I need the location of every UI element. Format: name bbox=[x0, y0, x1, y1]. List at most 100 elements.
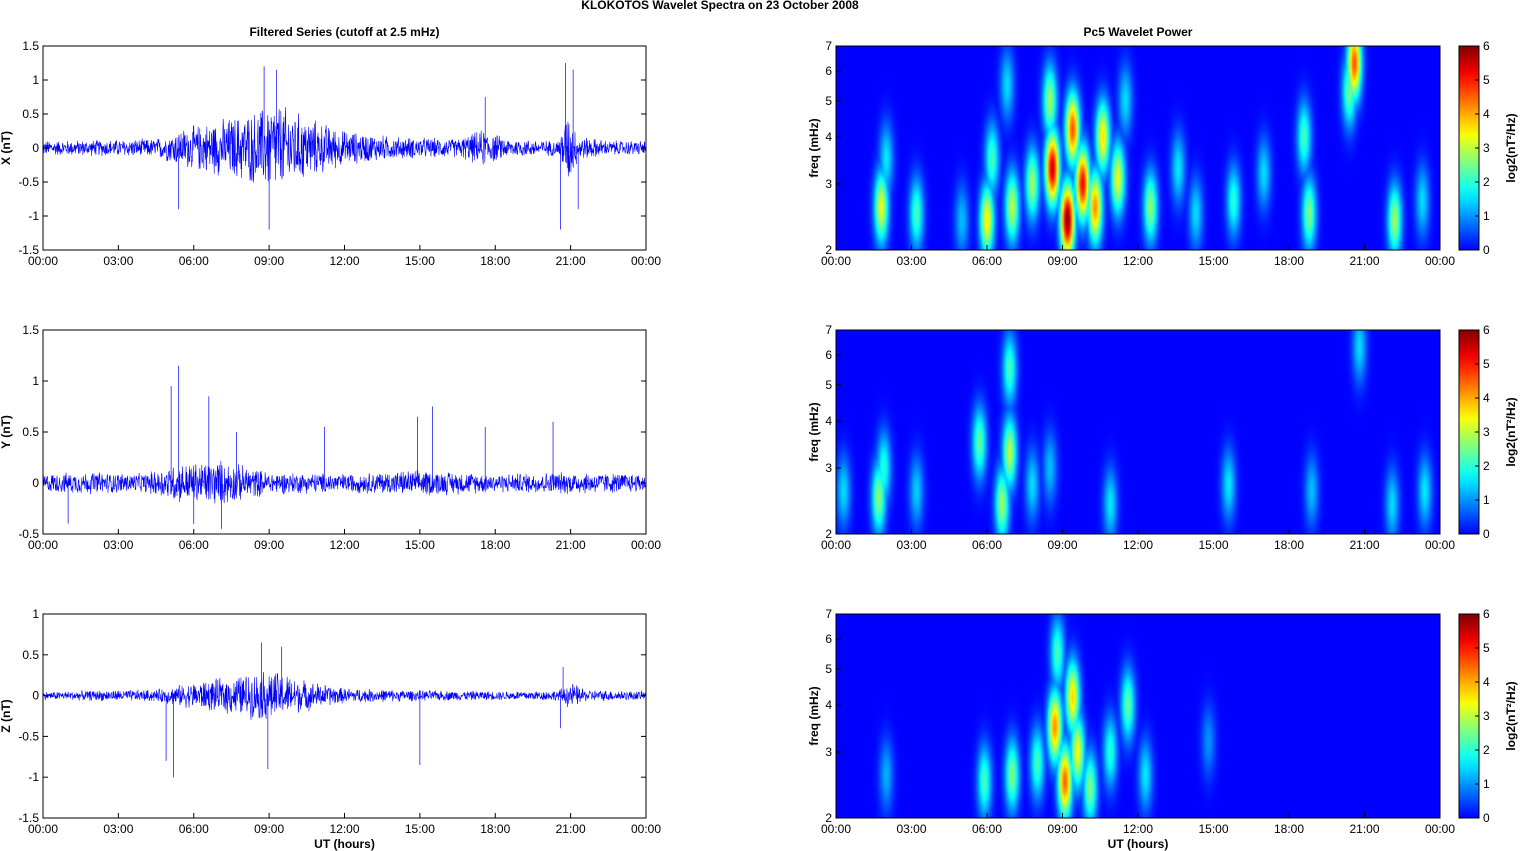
ytick-label: 0 bbox=[32, 141, 39, 155]
series-xtick-label: 06:00 bbox=[179, 538, 209, 552]
series-xtick-label: 03:00 bbox=[103, 822, 133, 836]
colorbar-tick-label: 4 bbox=[1483, 391, 1490, 405]
figure-title: KLOKOTOS Wavelet Spectra on 23 October 2… bbox=[581, 0, 859, 12]
series-xtick-label: 12:00 bbox=[329, 254, 359, 268]
ytick-label: 7 bbox=[825, 607, 832, 621]
ytick-label: 4 bbox=[825, 414, 832, 428]
ytick-label: 6 bbox=[825, 348, 832, 362]
ytick-label: 0 bbox=[32, 476, 39, 490]
ytick-label: 2 bbox=[825, 243, 832, 257]
plot-frame bbox=[42, 613, 647, 819]
panel-title: Filtered Series (cutoff at 2.5 mHz) bbox=[249, 25, 439, 39]
y-axis-label: freq (mHz) bbox=[807, 402, 821, 461]
ytick-label: 5 bbox=[825, 378, 832, 392]
colorbar-tick-label: 6 bbox=[1483, 607, 1490, 621]
wavelet-xtick-label: 12:00 bbox=[1123, 822, 1153, 836]
ytick-label: 1 bbox=[32, 374, 39, 388]
wavelet-xtick-label: 06:00 bbox=[972, 254, 1002, 268]
ytick-label: 2 bbox=[825, 811, 832, 825]
series-xtick-label: 00:00 bbox=[631, 538, 661, 552]
series-xtick-label: 06:00 bbox=[179, 822, 209, 836]
ytick-label: 0 bbox=[32, 689, 39, 703]
colorbar-label: log2(nT²/Hz) bbox=[1504, 397, 1518, 466]
ytick-label: 5 bbox=[825, 662, 832, 676]
ytick-label: -0.5 bbox=[18, 729, 39, 743]
ytick-label: 3 bbox=[825, 177, 832, 191]
y-axis-label: Y (nT) bbox=[0, 415, 13, 449]
series-xtick-label: 06:00 bbox=[179, 254, 209, 268]
wavelet-xtick-label: 09:00 bbox=[1047, 254, 1077, 268]
wavelet-xtick-label: 00:00 bbox=[1425, 254, 1455, 268]
series-xtick-label: 18:00 bbox=[480, 538, 510, 552]
wavelet-xtick-label: 06:00 bbox=[972, 538, 1002, 552]
series-xtick-label: 00:00 bbox=[631, 822, 661, 836]
series-xtick-label: 15:00 bbox=[405, 822, 435, 836]
wavelet-xtick-label: 00:00 bbox=[821, 538, 851, 552]
wavelet-xtick-label: 18:00 bbox=[1274, 822, 1304, 836]
timeseries-panel-2: -0.5 0 0.5 1 1.5 00:00 03:00 06:00 09:00 12:00 15:… bbox=[0, 323, 661, 552]
ytick-label: 7 bbox=[825, 323, 832, 337]
wavelet-xtick-label: 00:00 bbox=[1425, 538, 1455, 552]
colorbar-tick-label: 2 bbox=[1483, 175, 1490, 189]
wavelet-xtick-label: 12:00 bbox=[1123, 254, 1153, 268]
wavelet-xtick-label: 09:00 bbox=[1047, 538, 1077, 552]
x-axis-label: UT (hours) bbox=[314, 837, 375, 851]
wavelet-xtick-label: 03:00 bbox=[896, 254, 926, 268]
ytick-label: 1 bbox=[32, 73, 39, 87]
wavelet-panel-1: 2 3 4 5 6 7 00:00 03:00 06:00 09:00 12:00 15:00 18:0… bbox=[807, 25, 1518, 268]
ytick-label: 7 bbox=[825, 39, 832, 53]
wavelet-xtick-label: 06:00 bbox=[972, 822, 1002, 836]
series-xtick-label: 12:00 bbox=[329, 538, 359, 552]
ytick-label: 4 bbox=[825, 698, 832, 712]
wavelet-xtick-label: 18:00 bbox=[1274, 538, 1304, 552]
ytick-label: -1 bbox=[28, 209, 39, 223]
ytick-label: 0.5 bbox=[22, 648, 39, 662]
colorbar-tick-label: 0 bbox=[1483, 243, 1490, 257]
colorbar-tick-label: 0 bbox=[1483, 811, 1490, 825]
ytick-label: 1 bbox=[32, 607, 39, 621]
colorbar-label: log2(nT²/Hz) bbox=[1504, 113, 1518, 182]
wavelet-power-map bbox=[836, 330, 1440, 534]
series-xtick-label: 03:00 bbox=[103, 538, 133, 552]
series-xtick-label: 00:00 bbox=[28, 538, 58, 552]
wavelet-xtick-label: 12:00 bbox=[1123, 538, 1153, 552]
wavelet-power-map bbox=[836, 46, 1440, 250]
ytick-label: -1.5 bbox=[18, 243, 39, 257]
ytick-label: 3 bbox=[825, 461, 832, 475]
series-xtick-label: 21:00 bbox=[556, 822, 586, 836]
colorbar-tick-label: 2 bbox=[1483, 743, 1490, 757]
wavelet-panel-3: 2 3 4 5 6 7 00:00 03:00 06:00 09:00 12:00 15:00 18:0… bbox=[807, 607, 1518, 851]
ytick-label: 1.5 bbox=[22, 323, 39, 337]
y-axis-label: freq (mHz) bbox=[807, 686, 821, 745]
series-xtick-label: 18:00 bbox=[480, 822, 510, 836]
series-xtick-label: 00:00 bbox=[631, 254, 661, 268]
ytick-label: 6 bbox=[825, 64, 832, 78]
trace-line bbox=[42, 460, 647, 504]
ytick-label: -0.5 bbox=[18, 175, 39, 189]
wavelet-xtick-label: 21:00 bbox=[1349, 822, 1379, 836]
wavelet-panel-2: 2 3 4 5 6 7 00:00 03:00 06:00 09:00 12:00 15:00 18:0… bbox=[807, 323, 1518, 552]
wavelet-xtick-label: 15:00 bbox=[1198, 822, 1228, 836]
wavelet-xtick-label: 00:00 bbox=[821, 254, 851, 268]
ytick-label: -1.5 bbox=[18, 811, 39, 825]
ytick-label: 1.5 bbox=[22, 39, 39, 53]
series-xtick-label: 21:00 bbox=[556, 538, 586, 552]
series-xtick-label: 21:00 bbox=[556, 254, 586, 268]
wavelet-xtick-label: 21:00 bbox=[1349, 538, 1379, 552]
colorbar-tick-label: 5 bbox=[1483, 73, 1490, 87]
colorbar-tick-label: 3 bbox=[1483, 425, 1490, 439]
series-xtick-label: 18:00 bbox=[480, 254, 510, 268]
colorbar-tick-label: 4 bbox=[1483, 675, 1490, 689]
ytick-label: 6 bbox=[825, 632, 832, 646]
wavelet-xtick-label: 15:00 bbox=[1198, 538, 1228, 552]
colorbar-tick-label: 3 bbox=[1483, 141, 1490, 155]
series-xtick-label: 09:00 bbox=[254, 822, 284, 836]
series-xtick-label: 12:00 bbox=[329, 822, 359, 836]
colorbar-label: log2(nT²/Hz) bbox=[1504, 681, 1518, 750]
panel-title: Pc5 Wavelet Power bbox=[1084, 25, 1193, 39]
colorbar-tick-label: 6 bbox=[1483, 323, 1490, 337]
series-xtick-label: 15:00 bbox=[405, 538, 435, 552]
colorbar-tick-label: 6 bbox=[1483, 39, 1490, 53]
colorbar-tick-label: 2 bbox=[1483, 459, 1490, 473]
